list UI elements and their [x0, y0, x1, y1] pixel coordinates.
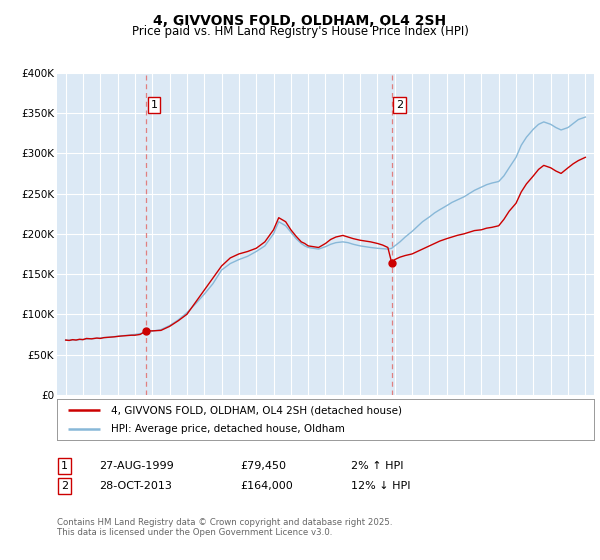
Text: 2% ↑ HPI: 2% ↑ HPI: [351, 461, 404, 471]
Text: 1: 1: [151, 100, 158, 110]
Text: 12% ↓ HPI: 12% ↓ HPI: [351, 481, 410, 491]
Text: 2: 2: [396, 100, 403, 110]
Text: HPI: Average price, detached house, Oldham: HPI: Average price, detached house, Oldh…: [111, 424, 344, 433]
Text: 28-OCT-2013: 28-OCT-2013: [99, 481, 172, 491]
Text: £79,450: £79,450: [240, 461, 286, 471]
Text: Price paid vs. HM Land Registry's House Price Index (HPI): Price paid vs. HM Land Registry's House …: [131, 25, 469, 38]
Text: 1: 1: [61, 461, 68, 471]
Text: £164,000: £164,000: [240, 481, 293, 491]
Text: 4, GIVVONS FOLD, OLDHAM, OL4 2SH: 4, GIVVONS FOLD, OLDHAM, OL4 2SH: [154, 14, 446, 28]
Text: 4, GIVVONS FOLD, OLDHAM, OL4 2SH (detached house): 4, GIVVONS FOLD, OLDHAM, OL4 2SH (detach…: [111, 405, 402, 415]
Text: 2: 2: [61, 481, 68, 491]
Text: Contains HM Land Registry data © Crown copyright and database right 2025.
This d: Contains HM Land Registry data © Crown c…: [57, 518, 392, 538]
Text: 27-AUG-1999: 27-AUG-1999: [99, 461, 174, 471]
